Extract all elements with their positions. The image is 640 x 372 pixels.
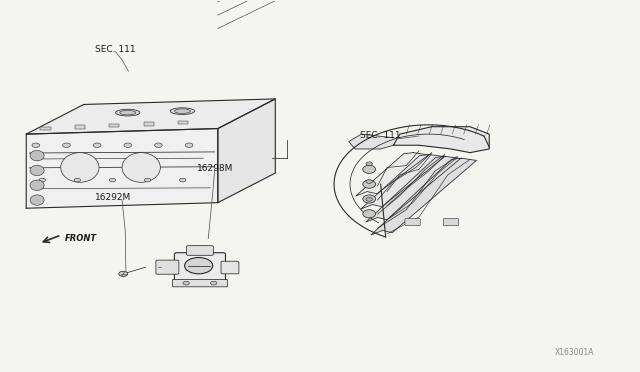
Bar	[109, 124, 120, 128]
Circle shape	[366, 180, 372, 183]
Circle shape	[185, 143, 193, 147]
Text: SEC. 111: SEC. 111	[360, 131, 400, 140]
Ellipse shape	[122, 153, 161, 182]
Polygon shape	[26, 99, 275, 134]
Circle shape	[32, 143, 40, 147]
Ellipse shape	[30, 150, 44, 161]
Circle shape	[39, 178, 45, 182]
Ellipse shape	[363, 210, 376, 218]
FancyBboxPatch shape	[444, 219, 459, 226]
FancyBboxPatch shape	[174, 253, 225, 282]
Bar	[144, 122, 154, 126]
Bar	[40, 127, 51, 131]
Polygon shape	[26, 129, 218, 208]
Ellipse shape	[61, 153, 99, 182]
Bar	[75, 125, 85, 129]
Circle shape	[211, 281, 217, 285]
FancyBboxPatch shape	[221, 261, 239, 274]
Circle shape	[74, 178, 81, 182]
Text: FRONT: FRONT	[65, 234, 97, 243]
Circle shape	[155, 143, 163, 147]
Ellipse shape	[363, 195, 376, 203]
Ellipse shape	[363, 165, 376, 173]
Polygon shape	[366, 156, 461, 222]
Polygon shape	[356, 153, 429, 196]
Ellipse shape	[170, 108, 195, 115]
FancyBboxPatch shape	[186, 246, 213, 255]
Ellipse shape	[30, 195, 44, 205]
Circle shape	[109, 178, 116, 182]
FancyBboxPatch shape	[156, 260, 179, 274]
Ellipse shape	[116, 109, 140, 116]
Polygon shape	[349, 134, 394, 149]
Bar	[178, 121, 188, 125]
Ellipse shape	[30, 165, 44, 176]
Polygon shape	[361, 154, 445, 209]
Ellipse shape	[120, 110, 136, 115]
Circle shape	[366, 198, 372, 201]
Circle shape	[179, 178, 186, 182]
Ellipse shape	[363, 180, 376, 188]
Circle shape	[124, 143, 132, 147]
Circle shape	[184, 257, 212, 274]
FancyBboxPatch shape	[405, 219, 420, 226]
Circle shape	[183, 281, 189, 285]
Text: X163001A: X163001A	[555, 348, 595, 357]
Circle shape	[366, 162, 372, 166]
Circle shape	[93, 143, 101, 147]
FancyBboxPatch shape	[173, 279, 227, 287]
Ellipse shape	[174, 109, 190, 113]
Polygon shape	[394, 127, 489, 153]
Polygon shape	[218, 99, 275, 203]
Circle shape	[145, 178, 151, 182]
Text: SEC. 111: SEC. 111	[95, 45, 136, 54]
Text: 16298M: 16298M	[197, 164, 234, 173]
Text: 16292M: 16292M	[95, 193, 131, 202]
Circle shape	[63, 143, 70, 147]
Circle shape	[119, 271, 128, 276]
Ellipse shape	[30, 180, 44, 190]
Polygon shape	[371, 158, 476, 235]
